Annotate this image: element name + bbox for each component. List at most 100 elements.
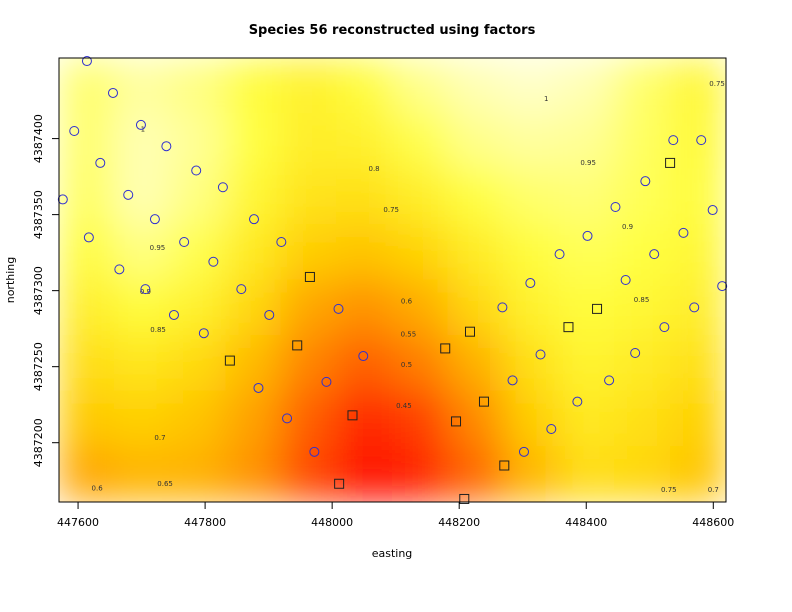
heat-cell <box>280 446 338 502</box>
heat-cell <box>447 168 505 225</box>
heat-cell <box>280 279 338 336</box>
sample-circle <box>140 284 151 295</box>
sample-circle <box>640 176 651 187</box>
heat-cell <box>558 279 616 336</box>
x-tick-label: 447600 <box>57 516 99 529</box>
overlay: 1 0.95 0.9 0.85 0.8 0.75 0.6 0.55 0.5 0.45 0.7 0.65… <box>57 56 728 504</box>
heat-cell <box>669 335 726 392</box>
contour-label: 0.9 <box>140 288 151 296</box>
heat-cell <box>669 279 726 336</box>
contour-label: 0.85 <box>150 326 166 334</box>
contour-label: 0.5 <box>401 361 412 369</box>
heat-cell <box>558 446 616 502</box>
heat-cell <box>336 279 393 336</box>
contour-label: 0.45 <box>396 402 412 410</box>
heat-cell <box>503 390 560 447</box>
heat-cell <box>392 390 449 447</box>
sample-circle <box>81 56 92 67</box>
heat-cell <box>392 446 449 502</box>
contour-label: 0.85 <box>634 296 650 304</box>
heat-cell <box>225 446 282 502</box>
sample-circle <box>630 347 641 358</box>
heat-cell <box>447 113 505 170</box>
heat-cell <box>558 335 616 392</box>
contour-label: 0.6 <box>92 484 104 492</box>
x-tick-label: 447800 <box>184 516 226 529</box>
sample-circle <box>525 278 536 289</box>
sample-square <box>592 303 603 314</box>
sample-square <box>459 493 470 504</box>
heat-cell <box>392 335 449 392</box>
heat-cell <box>280 335 338 392</box>
sample-circle <box>208 256 219 267</box>
heat-cell <box>614 390 671 447</box>
heat-cell <box>280 390 338 447</box>
sample-circle <box>179 236 190 247</box>
sample-circle <box>276 236 287 247</box>
x-tick-label: 448200 <box>438 516 480 529</box>
heat-cell <box>336 168 393 225</box>
heat-cell <box>169 113 227 170</box>
sample-circle <box>333 303 344 314</box>
sample-circle <box>620 275 631 285</box>
sample-square <box>304 271 315 282</box>
heat-cell <box>59 390 116 447</box>
heat-cell <box>336 224 393 281</box>
contour-label: 0.65 <box>157 480 173 488</box>
heat-cell <box>558 113 616 170</box>
heat-cell <box>503 446 560 502</box>
heat-cell <box>558 224 616 281</box>
heat-cell <box>225 390 282 447</box>
heat-cell <box>59 168 116 225</box>
heat-cell <box>614 279 671 336</box>
heat-cell <box>114 390 171 447</box>
x-tick-label: 448600 <box>692 516 734 529</box>
heat-cell <box>336 446 393 502</box>
heat-cell <box>59 113 116 170</box>
heat-cell <box>558 168 616 225</box>
heat-cell <box>503 168 560 225</box>
heat-cell <box>169 224 227 281</box>
sample-circle <box>309 446 320 457</box>
y-axis-label: northing <box>4 257 17 304</box>
sample-circle <box>572 396 583 407</box>
sample-circle <box>69 125 80 136</box>
heat-cell <box>614 335 671 392</box>
contour-label: 0.75 <box>709 80 725 88</box>
heat-cell <box>447 224 505 281</box>
heat-cell <box>225 58 282 114</box>
heat-cell <box>392 279 449 336</box>
heat-cell <box>392 58 449 114</box>
sample-circle <box>83 232 94 243</box>
heat-cell <box>447 390 505 447</box>
heat-cell <box>59 279 116 336</box>
sample-square <box>464 326 475 337</box>
sample-circle <box>168 309 179 320</box>
heat-cell <box>169 446 227 502</box>
x-axis-label: easting <box>372 547 413 560</box>
sample-circle <box>659 322 670 333</box>
heat-cell <box>336 58 393 114</box>
contour-label: 1 <box>544 95 548 103</box>
heat-cell <box>503 58 560 114</box>
sample-circle <box>696 135 707 146</box>
sample-circle <box>217 182 228 193</box>
heat-cell <box>669 446 726 502</box>
chart-title: Species 56 reconstructed using factors <box>249 23 536 38</box>
heat-cell <box>59 58 116 114</box>
heat-cell <box>114 168 171 225</box>
y-tick-label: 4387300 <box>32 266 45 315</box>
x-tick-label: 448400 <box>565 516 607 529</box>
y-tick-label: 4387250 <box>32 342 45 391</box>
sample-circle <box>95 157 106 168</box>
sample-circle <box>582 230 593 241</box>
sample-circle <box>554 249 565 260</box>
contour-label: 0.8 <box>369 165 380 173</box>
y-tick-label: 4387350 <box>32 190 45 239</box>
sample-circle <box>358 351 369 362</box>
sample-circle <box>282 413 293 424</box>
contour-label: 0.75 <box>383 206 399 214</box>
heat-cell <box>503 335 560 392</box>
